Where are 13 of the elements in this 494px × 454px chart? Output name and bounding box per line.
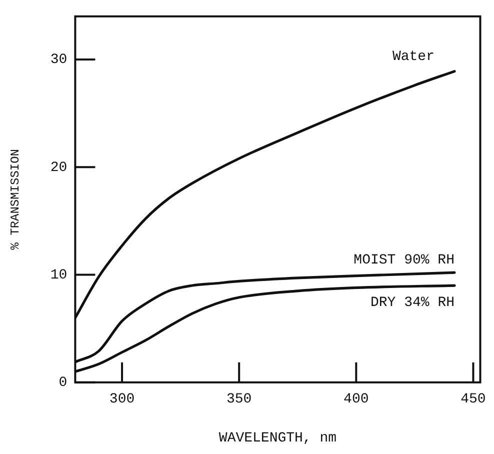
x-tick-label: 450 <box>460 392 486 408</box>
y-axis-title: % TRANSMISSION <box>8 148 22 250</box>
x-tick-label: 400 <box>344 392 369 408</box>
series-label: DRY 34% RH <box>370 295 454 312</box>
x-tick-label: 350 <box>226 392 252 408</box>
series-label: MOIST 90% RH <box>354 252 454 268</box>
x-tick-label: 300 <box>109 392 135 408</box>
y-tick-label: 10 <box>50 267 68 284</box>
series-label: Water <box>392 49 434 66</box>
x-axis-title: WAVELENGTH, nm <box>218 430 337 446</box>
y-tick-label: 0 <box>58 375 68 392</box>
y-tick-label: 30 <box>50 52 68 68</box>
y-tick-label: 20 <box>50 160 68 176</box>
